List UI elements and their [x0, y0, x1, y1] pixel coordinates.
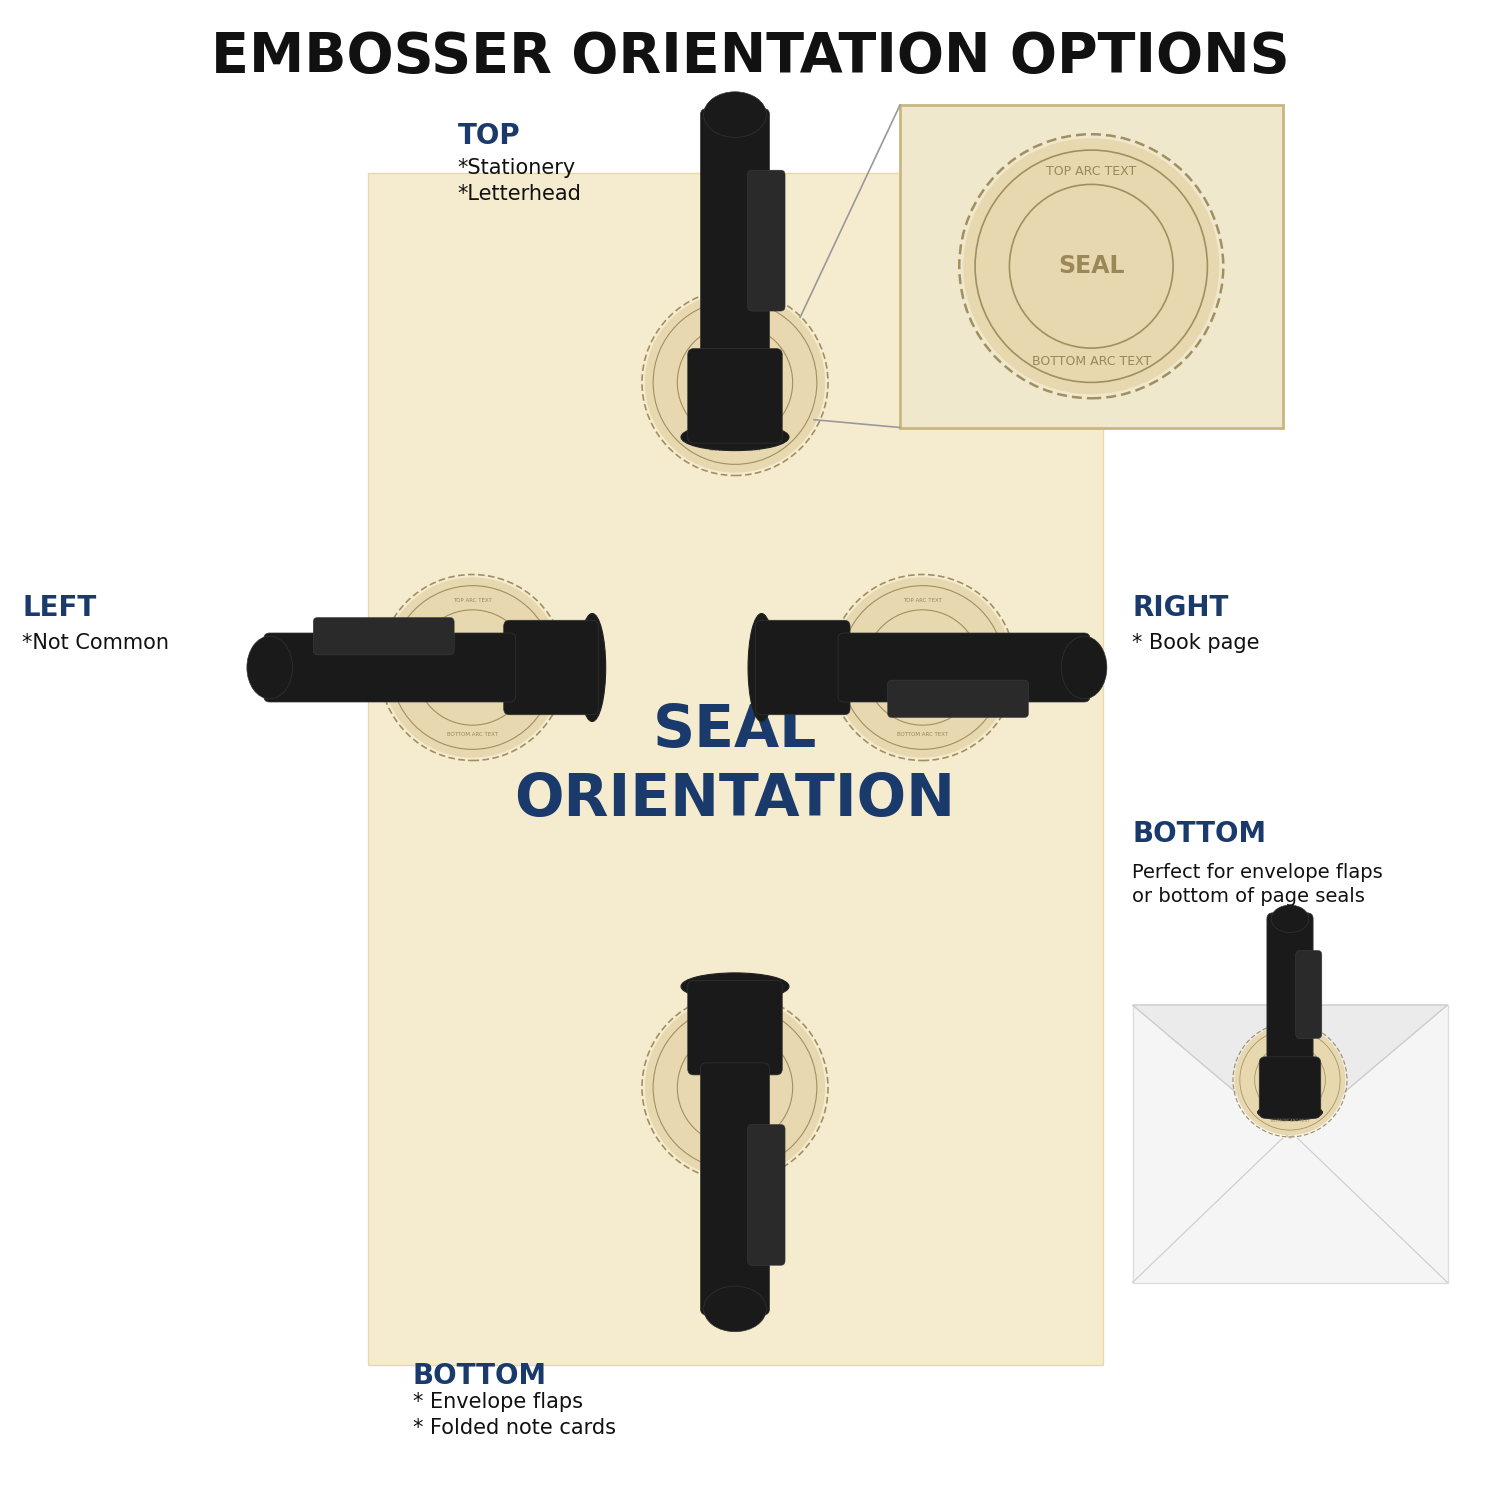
Text: BOTTOM: BOTTOM	[413, 1362, 546, 1390]
Text: TOP ARC TEXT: TOP ARC TEXT	[903, 598, 942, 603]
Circle shape	[1234, 1024, 1346, 1136]
FancyBboxPatch shape	[687, 348, 783, 442]
Text: EMBOSSER ORIENTATION OPTIONS: EMBOSSER ORIENTATION OPTIONS	[210, 30, 1290, 84]
Text: BOTTOM: BOTTOM	[1132, 819, 1266, 848]
Text: * Book page: * Book page	[1132, 633, 1260, 652]
Text: TOP ARC TEXT: TOP ARC TEXT	[1275, 1036, 1305, 1041]
Ellipse shape	[248, 636, 292, 699]
Text: TOP: TOP	[458, 122, 520, 150]
Ellipse shape	[1062, 636, 1107, 699]
Polygon shape	[1132, 1005, 1448, 1138]
FancyBboxPatch shape	[1260, 1058, 1320, 1119]
FancyBboxPatch shape	[888, 680, 1029, 717]
Ellipse shape	[748, 614, 776, 722]
Text: SEAL: SEAL	[1282, 1077, 1298, 1083]
FancyBboxPatch shape	[314, 618, 454, 656]
FancyBboxPatch shape	[1296, 951, 1322, 1038]
Ellipse shape	[1270, 904, 1310, 933]
Ellipse shape	[1257, 1104, 1323, 1120]
FancyBboxPatch shape	[264, 633, 516, 702]
Text: BOTTOM ARC TEXT: BOTTOM ARC TEXT	[447, 732, 498, 736]
Bar	[900, 105, 1282, 427]
Text: LEFT: LEFT	[22, 594, 96, 622]
Text: Perfect for envelope flaps
or bottom of page seals: Perfect for envelope flaps or bottom of …	[1132, 862, 1383, 906]
Text: * Envelope flaps
* Folded note cards: * Envelope flaps * Folded note cards	[413, 1392, 615, 1438]
Text: SEAL: SEAL	[458, 663, 488, 672]
Text: SEAL: SEAL	[720, 1083, 750, 1092]
Text: TOP ARC TEXT: TOP ARC TEXT	[1046, 165, 1137, 177]
Text: TOP ARC TEXT: TOP ARC TEXT	[453, 598, 492, 603]
Text: *Stationery
*Letterhead: *Stationery *Letterhead	[458, 158, 582, 204]
Bar	[1132, 1005, 1448, 1282]
Circle shape	[645, 998, 825, 1178]
Circle shape	[833, 578, 1013, 758]
FancyBboxPatch shape	[700, 1064, 770, 1316]
Text: TOP ARC TEXT: TOP ARC TEXT	[716, 1019, 754, 1023]
Circle shape	[963, 138, 1220, 394]
Ellipse shape	[579, 614, 606, 722]
FancyBboxPatch shape	[747, 1125, 784, 1266]
Text: BOTTOM ARC TEXT: BOTTOM ARC TEXT	[1270, 1119, 1310, 1124]
FancyBboxPatch shape	[700, 108, 770, 360]
FancyBboxPatch shape	[747, 170, 784, 310]
Ellipse shape	[704, 1286, 766, 1332]
Circle shape	[382, 578, 562, 758]
Text: TOP ARC TEXT: TOP ARC TEXT	[716, 314, 754, 318]
Text: SEAL: SEAL	[1058, 254, 1125, 279]
Text: BOTTOM ARC TEXT: BOTTOM ARC TEXT	[897, 732, 948, 736]
Text: RIGHT: RIGHT	[1132, 594, 1228, 622]
FancyBboxPatch shape	[756, 621, 850, 714]
Text: SEAL: SEAL	[720, 378, 750, 387]
Ellipse shape	[681, 974, 789, 1000]
Text: BOTTOM ARC TEXT: BOTTOM ARC TEXT	[710, 1152, 760, 1156]
Bar	[368, 172, 1102, 1365]
Text: *Not Common: *Not Common	[22, 633, 170, 652]
Text: BOTTOM ARC TEXT: BOTTOM ARC TEXT	[1032, 356, 1150, 368]
Ellipse shape	[681, 423, 789, 450]
Text: SEAL: SEAL	[908, 663, 938, 672]
FancyBboxPatch shape	[839, 633, 1090, 702]
FancyBboxPatch shape	[687, 981, 783, 1076]
FancyBboxPatch shape	[1268, 914, 1312, 1070]
Circle shape	[645, 292, 825, 472]
Ellipse shape	[704, 92, 766, 138]
FancyBboxPatch shape	[504, 621, 598, 714]
Text: BOTTOM ARC TEXT: BOTTOM ARC TEXT	[710, 447, 760, 452]
Text: SEAL
ORIENTATION: SEAL ORIENTATION	[514, 702, 956, 828]
